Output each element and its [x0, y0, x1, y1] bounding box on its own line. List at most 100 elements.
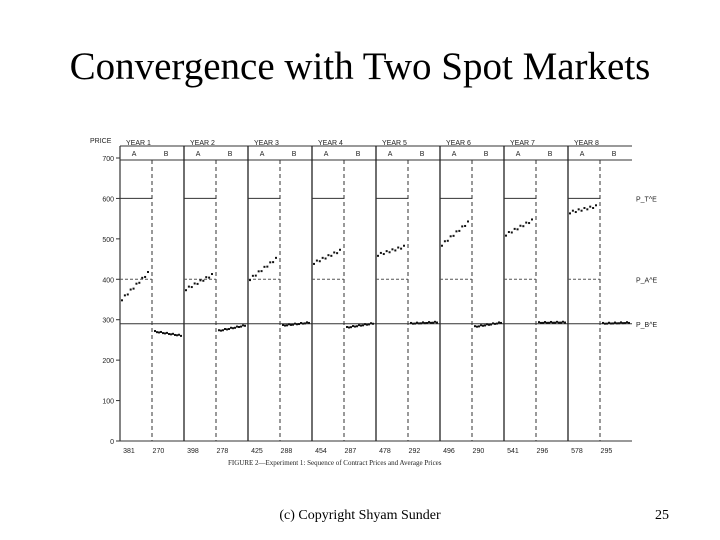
contract-price-b — [480, 324, 482, 327]
contract-price-b — [368, 323, 370, 326]
contract-price-b — [346, 325, 348, 328]
contract-price-a — [571, 209, 574, 212]
contract-price-a — [196, 282, 199, 285]
contract-price-a — [275, 256, 277, 259]
equilibrium-label: P_T^E — [636, 196, 657, 203]
contract-price-a — [528, 222, 531, 225]
contract-price-b — [298, 323, 300, 326]
contract-price-a — [400, 247, 403, 250]
contract-price-a — [205, 276, 208, 279]
contract-price-a — [522, 225, 525, 228]
contract-price-b — [550, 320, 552, 323]
contract-price-b — [226, 328, 228, 331]
market-a-label: A — [132, 151, 137, 158]
contract-price-b — [498, 321, 500, 324]
contract-price-a — [249, 279, 251, 282]
contract-price-b — [432, 321, 434, 324]
contract-price-a — [266, 265, 269, 268]
contract-price-a — [467, 220, 469, 223]
contract-price-b — [304, 322, 306, 325]
contract-price-a — [388, 251, 391, 254]
contract-price-a — [187, 285, 190, 288]
contract-price-b — [290, 323, 292, 326]
avg-price-a: 398 — [187, 448, 199, 455]
contract-price-b — [544, 321, 546, 324]
contract-price-b — [608, 321, 610, 324]
contract-price-b — [166, 331, 168, 334]
contract-price-b — [372, 322, 374, 325]
avg-price-a: 496 — [443, 448, 455, 455]
contract-price-a — [211, 273, 213, 276]
contract-price-a — [377, 254, 379, 257]
contract-price-b — [228, 328, 230, 331]
contract-price-b — [160, 330, 162, 333]
y-tick-label: 0 — [110, 439, 114, 446]
contract-price-a — [519, 224, 522, 227]
contract-price-b — [230, 326, 232, 329]
contract-price-b — [478, 325, 480, 328]
contract-price-b — [358, 324, 360, 327]
contract-price-b — [362, 324, 364, 327]
contract-price-a — [394, 249, 397, 252]
contract-price-b — [552, 321, 554, 324]
contract-price-a — [129, 288, 132, 291]
contract-price-b — [604, 322, 606, 325]
contract-price-b — [560, 321, 562, 324]
contract-price-a — [135, 282, 138, 285]
year-label: YEAR 5 — [382, 140, 407, 147]
contract-price-a — [208, 276, 211, 279]
avg-price-a: 425 — [251, 448, 263, 455]
contract-price-b — [360, 324, 362, 327]
contract-price-b — [542, 321, 544, 324]
contract-price-b — [364, 323, 366, 326]
contract-price-a — [577, 208, 580, 211]
contract-price-a — [147, 271, 149, 274]
contract-price-a — [443, 240, 446, 243]
contract-price-b — [242, 324, 244, 327]
contract-price-b — [170, 333, 172, 336]
market-b-label: B — [292, 151, 297, 158]
contract-price-a — [199, 279, 202, 282]
contract-price-a — [592, 206, 595, 209]
year-label: YEAR 2 — [190, 140, 215, 147]
contract-price-b — [612, 322, 614, 325]
y-tick-label: 100 — [102, 399, 114, 406]
contract-price-b — [162, 332, 164, 335]
contract-price-b — [286, 324, 288, 327]
equilibrium-label: P_B^E — [636, 322, 658, 329]
page-number: 25 — [655, 508, 669, 523]
contract-price-a — [193, 282, 196, 285]
contract-price-b — [500, 321, 502, 324]
contract-price-a — [254, 274, 257, 277]
equilibrium-label: P_A^E — [636, 277, 658, 284]
contract-price-a — [336, 252, 339, 255]
y-tick-label: 300 — [102, 318, 114, 325]
y-tick-label: 600 — [102, 196, 114, 203]
avg-price-b: 278 — [217, 448, 229, 455]
contract-price-b — [626, 321, 628, 324]
contract-price-b — [476, 325, 478, 328]
contract-price-a — [507, 231, 510, 234]
contract-price-b — [564, 321, 566, 324]
contract-price-b — [350, 326, 352, 329]
contract-price-a — [464, 224, 467, 227]
contract-price-b — [436, 321, 438, 324]
contract-price-b — [178, 333, 180, 336]
contract-price-b — [430, 321, 432, 324]
avg-price-a: 478 — [379, 448, 391, 455]
avg-price-b: 270 — [153, 448, 165, 455]
year-label: YEAR 8 — [574, 140, 599, 147]
contract-price-b — [546, 321, 548, 324]
market-b-label: B — [356, 151, 361, 158]
market-a-label: A — [580, 151, 585, 158]
contract-price-b — [288, 323, 290, 326]
contract-price-b — [434, 320, 436, 323]
market-a-label: A — [452, 151, 457, 158]
contract-price-a — [458, 229, 461, 232]
contract-price-b — [488, 323, 490, 326]
avg-price-b: 296 — [537, 448, 549, 455]
contract-price-a — [202, 279, 205, 282]
contract-price-a — [321, 256, 324, 259]
contract-price-b — [410, 321, 412, 324]
contract-price-a — [397, 246, 400, 249]
